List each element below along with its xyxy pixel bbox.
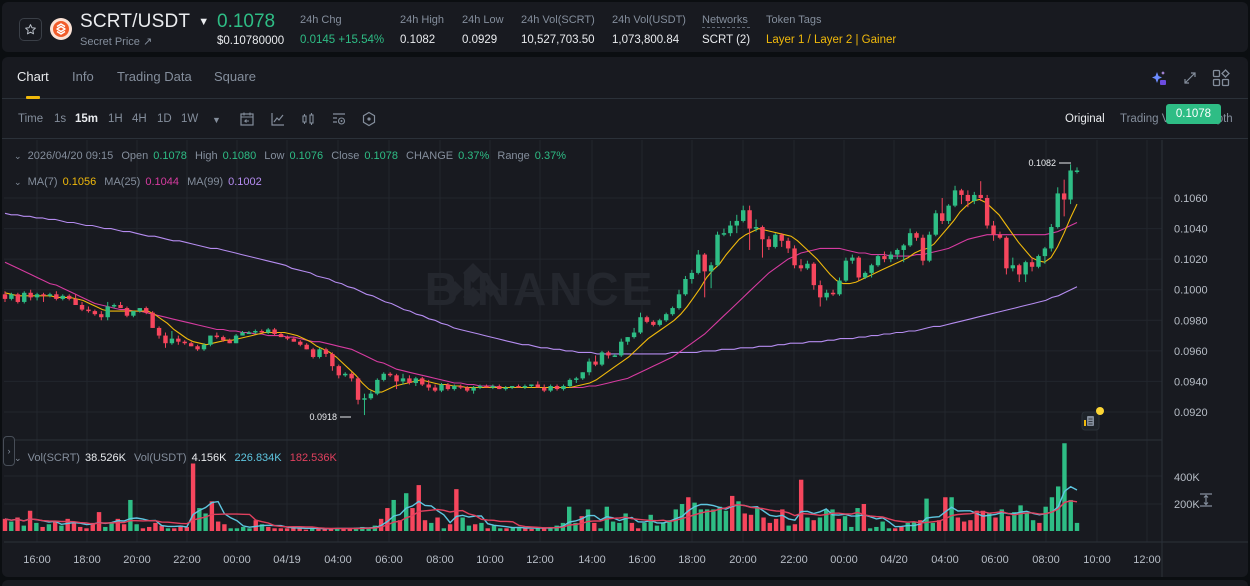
time-label: Time (18, 113, 44, 125)
volume-ma-lines (4, 485, 1078, 530)
chevron-down-icon: ▼ (198, 16, 210, 28)
tab-square[interactable]: Square (214, 69, 256, 84)
tab-chart[interactable]: Chart (17, 69, 49, 84)
chart-panel: Chart Info Trading Data Square Time 1s 1… (2, 57, 1248, 577)
svg-text:04/20: 04/20 (880, 554, 908, 566)
high-marker-label: 0.1082 (1028, 158, 1056, 168)
ohlc-legend: ⌄ 2026/04/20 09:15 Open 0.1078 High 0.1080… (14, 150, 566, 162)
current-price-tag: 0.1078 (1166, 104, 1221, 124)
svg-text:0.0960: 0.0960 (1174, 346, 1208, 358)
interval-4h[interactable]: 4H (132, 113, 147, 125)
candle-type-icon[interactable] (300, 111, 316, 127)
svg-text:18:00: 18:00 (73, 554, 101, 566)
last-price-usd: $0.10780000 (217, 35, 285, 47)
svg-text:08:00: 08:00 (1032, 554, 1060, 566)
calendar-goto-date-icon[interactable] (239, 111, 255, 127)
volume-axis: 400K 200K (1174, 472, 1200, 511)
interval-1h[interactable]: 1H (108, 113, 123, 125)
binance-watermark-logo-icon (447, 263, 499, 307)
chart-settings-icon[interactable] (331, 111, 347, 127)
svg-text:20:00: 20:00 (123, 554, 151, 566)
svg-text:0.0980: 0.0980 (1174, 315, 1208, 327)
auto-scale-icon[interactable] (1198, 492, 1214, 508)
active-tab-indicator (26, 96, 40, 99)
svg-text:04:00: 04:00 (324, 554, 352, 566)
favorite-button[interactable] (19, 18, 42, 41)
svg-text:10:00: 10:00 (1083, 554, 1111, 566)
low-marker-label: 0.0918 (309, 412, 337, 422)
scroll-left-handle[interactable]: › (3, 436, 15, 466)
collapse-chevron-icon[interactable]: ⌄ (14, 177, 22, 187)
svg-text:18:00: 18:00 (678, 554, 706, 566)
stat-24h-low: 24h Low 0.0929 (462, 14, 504, 46)
tab-info[interactable]: Info (72, 69, 94, 84)
bottom-panel-edge (2, 580, 1248, 586)
panel-tabs: Chart Info Trading Data Square (2, 57, 1248, 99)
svg-text:14:00: 14:00 (578, 554, 606, 566)
time-axis: 16:00 18:00 20:00 22:00 00:00 04/19 04:00 06:00… (23, 554, 1161, 566)
svg-text:16:00: 16:00 (23, 554, 51, 566)
stat-24h-vol-base: 24h Vol(SCRT) 10,527,703.50 (521, 14, 595, 46)
stat-token-tags[interactable]: Token Tags Layer 1 / Layer 2 | Gainer (766, 14, 897, 46)
news-marker-icon[interactable] (1081, 407, 1104, 431)
ai-sparkle-icon[interactable] (1150, 69, 1168, 87)
last-price: 0.1078 (217, 11, 276, 32)
interval-1w[interactable]: 1W (181, 113, 199, 125)
star-icon (25, 24, 36, 35)
stat-24h-high: 24h High 0.1082 (400, 14, 445, 46)
svg-text:04/19: 04/19 (273, 554, 301, 566)
svg-text:06:00: 06:00 (981, 554, 1009, 566)
collapse-chevron-icon[interactable]: ⌄ (14, 453, 22, 463)
stat-networks[interactable]: Networks SCRT (2) (702, 14, 751, 46)
chart-grid (4, 140, 1162, 542)
svg-text:200K: 200K (1174, 499, 1200, 511)
svg-text:08:00: 08:00 (426, 554, 454, 566)
svg-text:10:00: 10:00 (476, 554, 504, 566)
svg-text:0.1000: 0.1000 (1174, 285, 1208, 297)
svg-text:22:00: 22:00 (173, 554, 201, 566)
ma-legend: ⌄ MA(7) 0.1056 MA(25) 0.1044 MA(99) 0.1002 (14, 176, 262, 188)
svg-text:04:00: 04:00 (931, 554, 959, 566)
tab-trading-data[interactable]: Trading Data (117, 69, 192, 84)
collapse-chevron-icon[interactable]: ⌄ (14, 151, 22, 161)
pair-name: SCRT/USDT (80, 11, 191, 32)
ticker-bar: SCRT/USDT ▼ Secret Price ↗ 0.1078 $0.107… (2, 2, 1248, 52)
hexagon-settings-icon[interactable] (361, 111, 377, 127)
svg-text:0.1040: 0.1040 (1174, 224, 1208, 236)
svg-text:0.0920: 0.0920 (1174, 407, 1208, 419)
svg-text:00:00: 00:00 (830, 554, 858, 566)
pair-selector[interactable]: SCRT/USDT ▼ (80, 11, 209, 33)
volume-legend: ⌄ Vol(SCRT) 38.526K Vol(USDT) 4.156K 226.8… (14, 452, 337, 464)
scrt-logo-icon (50, 18, 72, 40)
svg-text:22:00: 22:00 (780, 554, 808, 566)
svg-text:16:00: 16:00 (628, 554, 656, 566)
svg-text:20:00: 20:00 (729, 554, 757, 566)
price-axis: 0.1060 0.1040 0.1020 0.1000 0.0980 0.0960 0.09… (1174, 193, 1208, 419)
moving-average-lines (4, 198, 1078, 393)
svg-text:06:00: 06:00 (375, 554, 403, 566)
more-intervals-chevron-icon[interactable]: ▼ (212, 115, 221, 125)
view-original[interactable]: Original (1065, 113, 1105, 125)
stat-24h-vol-quote: 24h Vol(USDT) 1,073,800.84 (612, 14, 686, 46)
interval-15m[interactable]: 15m (75, 113, 99, 125)
svg-text:0.1060: 0.1060 (1174, 193, 1208, 205)
svg-text:400K: 400K (1174, 472, 1200, 484)
svg-text:00:00: 00:00 (223, 554, 251, 566)
svg-text:0.1020: 0.1020 (1174, 254, 1208, 266)
svg-text:0.0940: 0.0940 (1174, 376, 1208, 388)
indicators-chart-icon[interactable] (270, 111, 286, 127)
svg-text:12:00: 12:00 (526, 554, 554, 566)
fullscreen-expand-icon[interactable] (1182, 70, 1198, 86)
candles (2, 164, 1080, 416)
layout-grid-icon[interactable] (1212, 69, 1230, 87)
interval-1d[interactable]: 1D (157, 113, 172, 125)
interval-1s[interactable]: 1s (54, 113, 67, 125)
token-price-link[interactable]: Secret Price ↗ (80, 36, 153, 48)
svg-text:12:00: 12:00 (1133, 554, 1161, 566)
stat-24h-change: 24h Chg 0.0145 +15.54% (300, 14, 385, 46)
